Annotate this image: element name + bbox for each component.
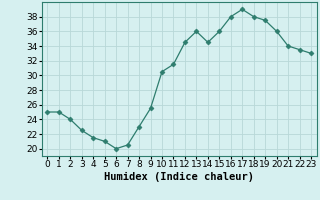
X-axis label: Humidex (Indice chaleur): Humidex (Indice chaleur): [104, 172, 254, 182]
